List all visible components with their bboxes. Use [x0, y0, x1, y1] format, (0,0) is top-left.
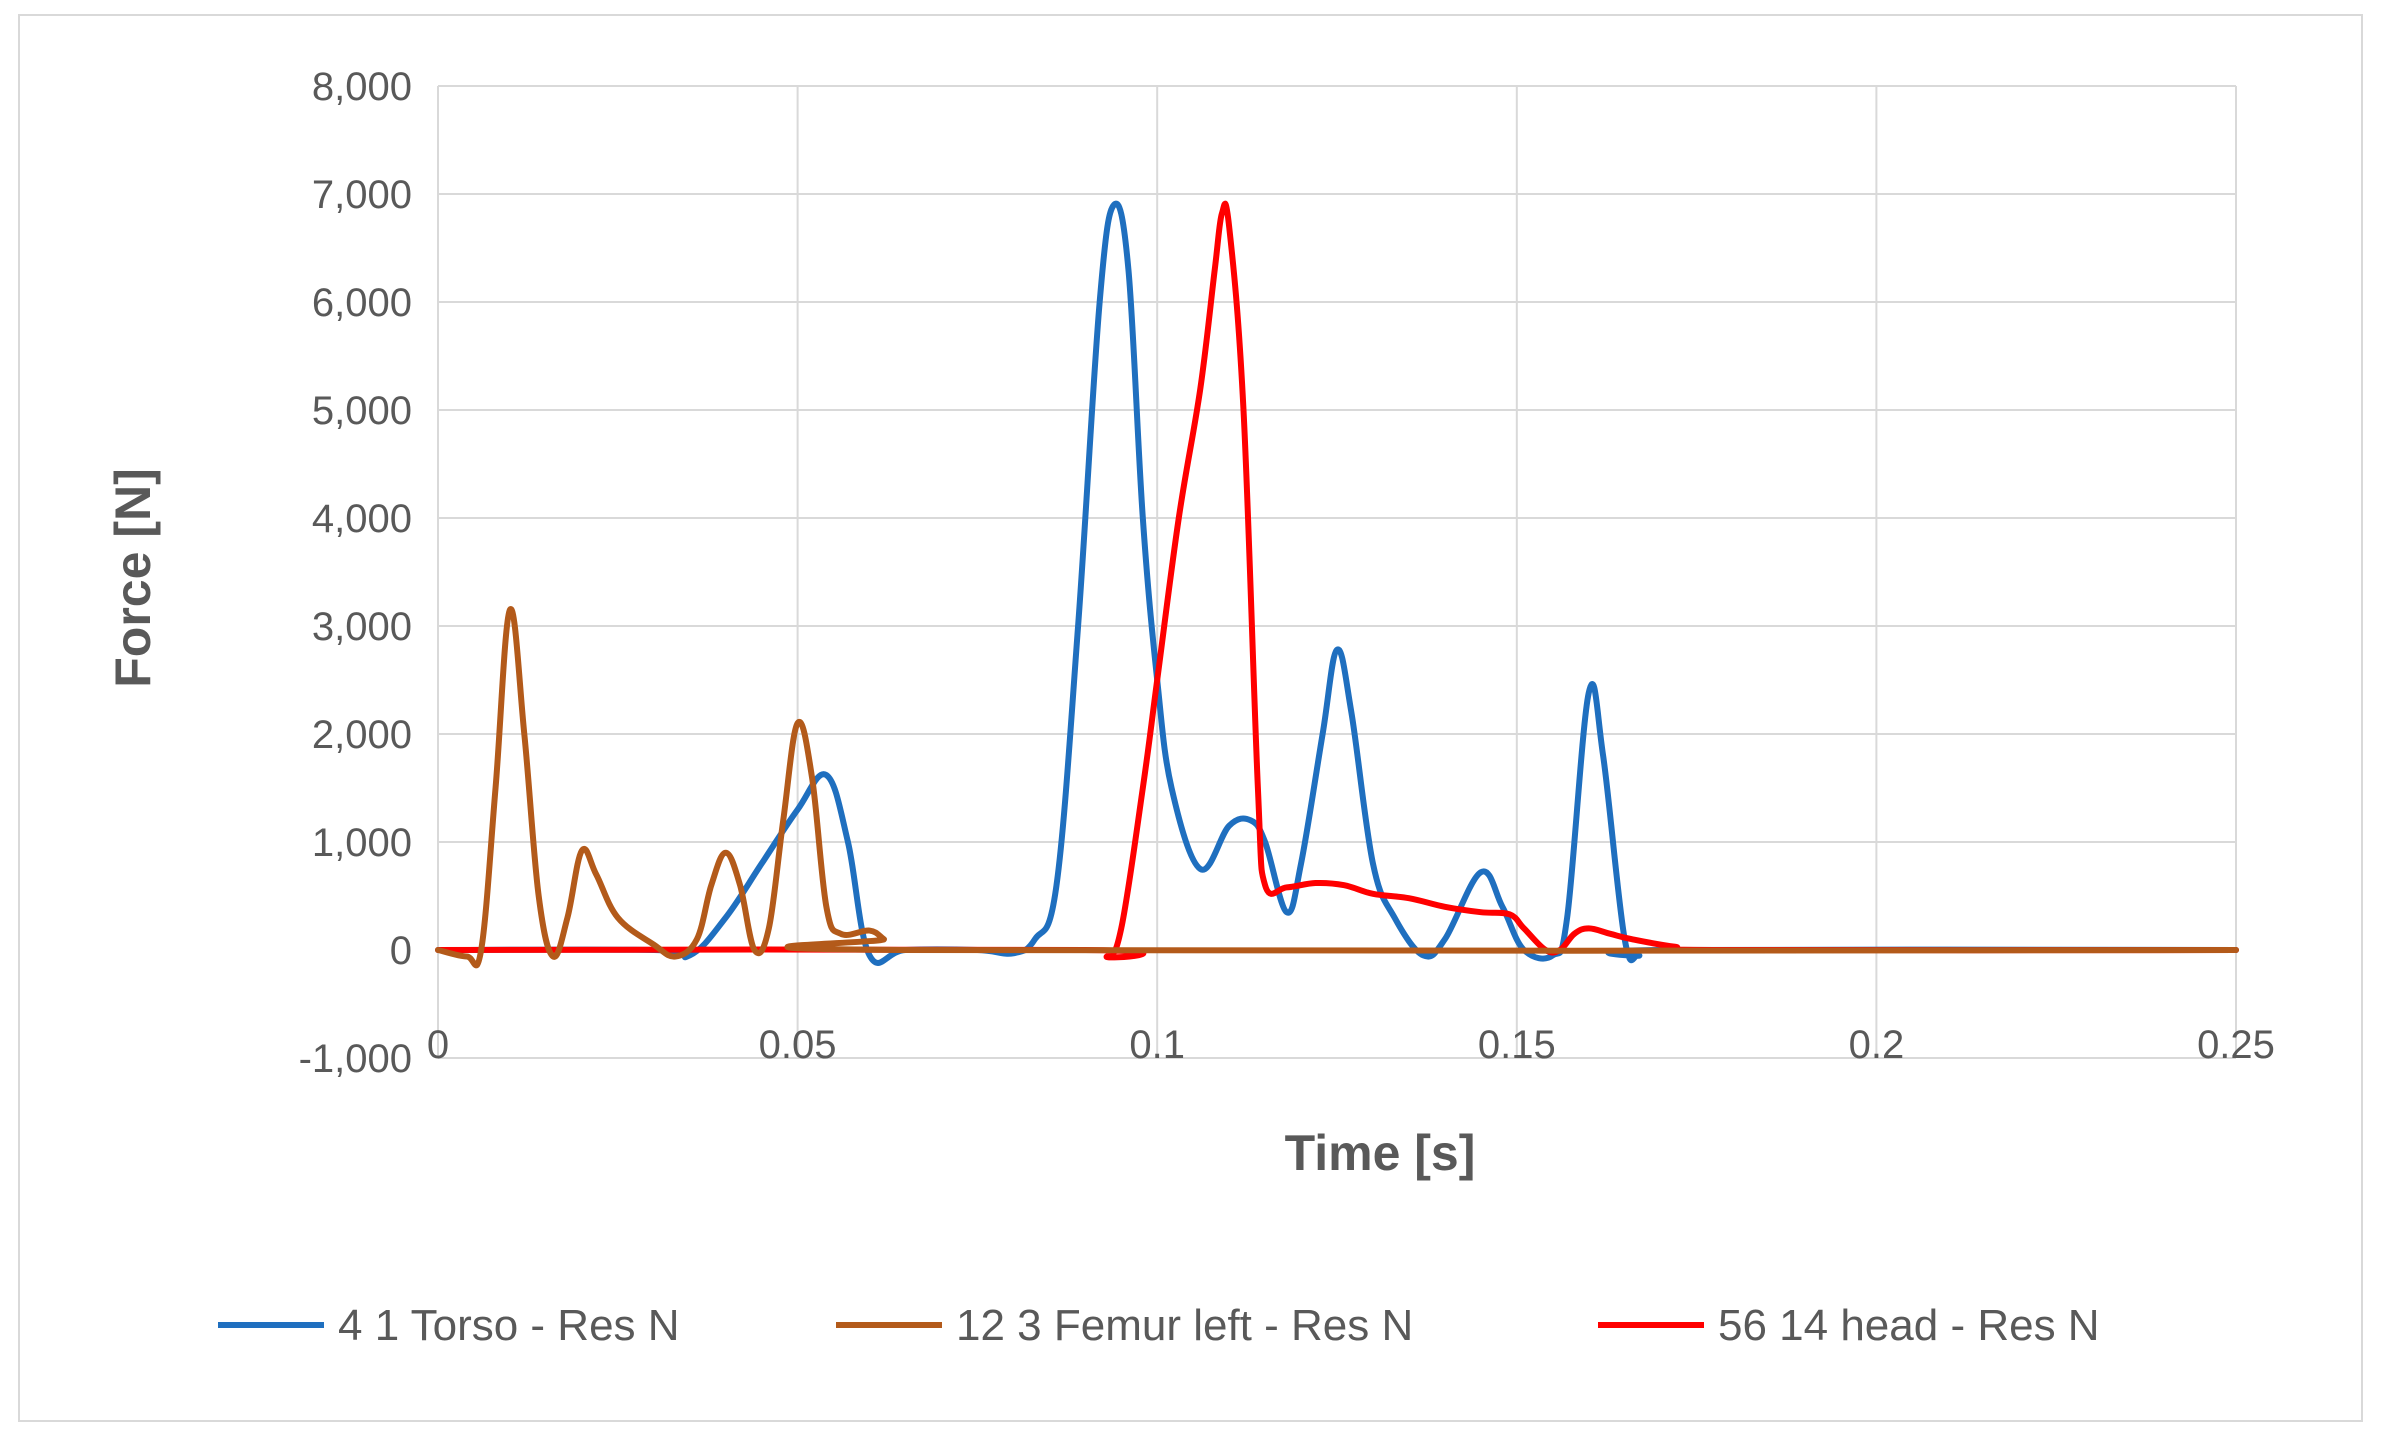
gridlines [437, 85, 2237, 1059]
y-tick-label: -1,000 [299, 1037, 412, 1081]
y-tick-label: 8,000 [312, 65, 412, 109]
y-tick-label: 5,000 [312, 389, 412, 433]
y-tick-label: 3,000 [312, 605, 412, 649]
x-tick-labels: 0 0.05 0.1 0.15 0.2 0.25 [427, 1023, 2275, 1067]
y-tick-labels: -1,000 0 1,000 2,000 3,000 4,000 5,000 6,000 7,0… [299, 65, 412, 1081]
x-tick-label: 0.25 [2197, 1023, 2275, 1067]
x-tick-label: 0.2 [1849, 1023, 1905, 1067]
legend-label-12-3-femur-left-res-n: 12 3 Femur left - Res N [956, 1301, 1413, 1350]
y-tick-label: 6,000 [312, 281, 412, 325]
y-tick-label: 1,000 [312, 821, 412, 865]
x-axis-title: Time [s] [1285, 1125, 1476, 1181]
legend-label-56-14-head-res-n: 56 14 head - Res N [1718, 1301, 2100, 1350]
series-lines [435, 200, 2239, 969]
legend: 4 1 Torso - Res N 12 3 Femur left - Res N… [218, 1301, 2100, 1350]
series-line-12-3-femur-left-res-n [435, 606, 2239, 969]
y-axis-title: Force [N] [105, 468, 161, 687]
x-tick-label: 0.1 [1129, 1023, 1185, 1067]
x-tick-label: 0.15 [1478, 1023, 1556, 1067]
chart-frame [18, 14, 2363, 1422]
series-line-56-14-head-res-n [435, 200, 2239, 961]
y-tick-label: 2,000 [312, 713, 412, 757]
series-line-4-1-torso-res-n [435, 200, 2239, 966]
x-tick-label: 0.05 [759, 1023, 837, 1067]
legend-label-4-1-torso-res-n: 4 1 Torso - Res N [338, 1301, 680, 1350]
x-tick-label: 0 [427, 1023, 449, 1067]
y-tick-label: 7,000 [312, 173, 412, 217]
y-tick-label: 4,000 [312, 497, 412, 541]
y-tick-label: 0 [390, 929, 412, 973]
